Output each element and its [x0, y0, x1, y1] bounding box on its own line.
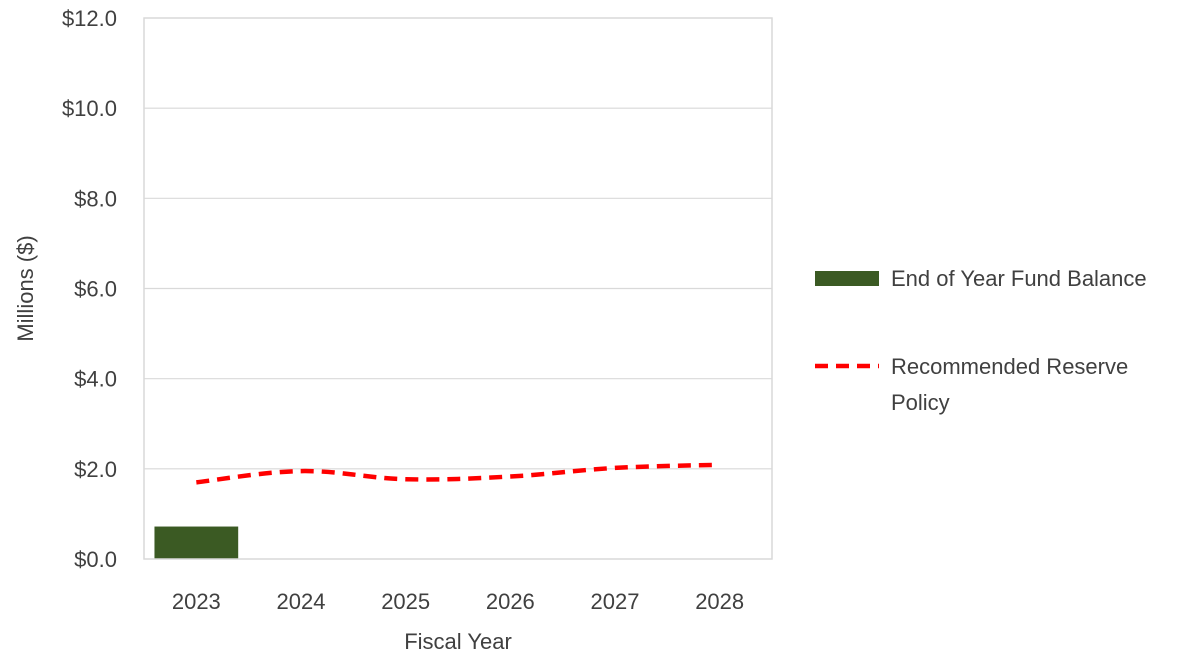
line-series — [196, 462, 720, 485]
y-tick-label: $8.0 — [74, 186, 117, 211]
y-axis-title: Millions ($) — [13, 235, 38, 341]
y-tick-label: $0.0 — [74, 547, 117, 572]
y-tick-label: $6.0 — [74, 277, 117, 302]
reserve-policy-line — [196, 462, 720, 485]
plot-border — [143, 17, 773, 560]
x-axis-title: Fiscal Year — [404, 629, 512, 654]
legend-entry: End of Year Fund Balance — [815, 266, 1147, 291]
bar-series — [154, 526, 239, 559]
legend-label: End of Year Fund Balance — [891, 266, 1147, 291]
x-tick-label: 2027 — [591, 589, 640, 614]
gridlines — [144, 107, 772, 470]
legend-label: Policy — [891, 390, 950, 415]
legend-entry: Recommended Reserve Policy — [815, 354, 1128, 415]
bar-2023 — [154, 526, 239, 559]
x-tick-label: 2028 — [695, 589, 744, 614]
y-tick-label: $12.0 — [62, 6, 117, 31]
y-axis-ticks: $0.0 $2.0 $4.0 $6.0 $8.0 $10.0 $12.0 — [62, 6, 117, 572]
plot-frame — [143, 17, 773, 560]
x-tick-label: 2025 — [381, 589, 430, 614]
legend-bar-swatch — [815, 271, 879, 286]
x-axis-ticks: 2023 2024 2025 2026 2027 2028 — [172, 589, 744, 614]
x-tick-label: 2026 — [486, 589, 535, 614]
x-tick-label: 2023 — [172, 589, 221, 614]
y-tick-label: $10.0 — [62, 96, 117, 121]
y-tick-label: $2.0 — [74, 457, 117, 482]
legend-label: Recommended Reserve — [891, 354, 1128, 379]
legend: End of Year Fund Balance Recommended Rese… — [815, 266, 1147, 415]
x-tick-label: 2024 — [277, 589, 326, 614]
y-tick-label: $4.0 — [74, 367, 117, 392]
